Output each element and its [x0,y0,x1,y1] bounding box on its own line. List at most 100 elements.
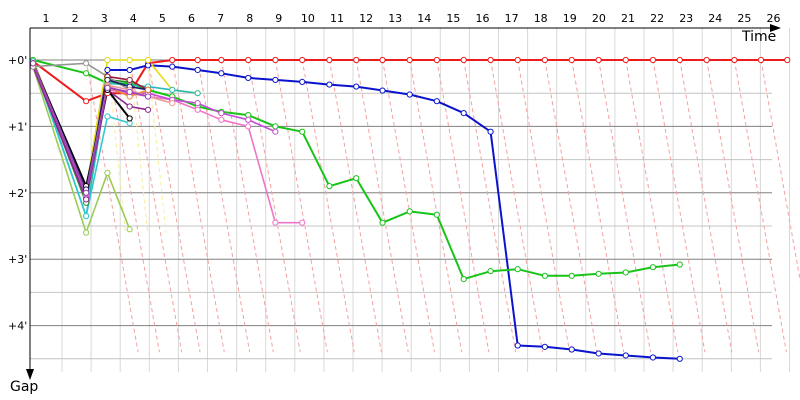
data-point-orange [144,86,152,93]
data-point-yellow [104,56,111,64]
dashed-link [463,59,517,353]
dashed-links [85,59,800,353]
dashed-link [247,59,301,353]
data-point-red [541,56,548,64]
data-point-navy [104,76,111,84]
data-point-blue [676,355,683,362]
data-point-magenta [194,100,201,107]
dashed-link [355,59,409,353]
data-point-red [568,56,575,64]
dashed-link [382,59,436,353]
dashed-link [679,59,733,353]
dashed-link [544,59,598,353]
y-tick-label: +1' [8,120,27,133]
data-point-violet [29,60,37,67]
x-tick-label: 2 [72,12,79,25]
data-point-red [622,56,629,64]
data-point-violet [83,189,90,196]
x-tick-label: 4 [130,12,137,25]
data-point-green [514,266,521,273]
x-tick-label: 7 [217,12,224,25]
dashed-link [328,59,382,353]
x-tick-label: 18 [534,12,548,25]
data-point-red [460,56,467,64]
data-point-blue [460,110,467,117]
x-tick-label: 1 [43,12,50,25]
data-point-magenta [218,110,225,117]
dashed-link [147,59,201,353]
data-point-teal [169,86,176,93]
data-point-black [126,115,133,122]
x-tick-labels: 1 2 3 4 5 6 7 8 9 10 11 12 13 14 15 16 17 18 19 20 21 22 23 24 2… [43,12,781,25]
data-point-green [299,128,306,135]
data-point-green [568,272,575,279]
y-axis-arrow [26,369,34,380]
data-point-violet [104,84,111,91]
data-point-red [326,56,333,64]
y-tick-label: +4' [8,320,27,333]
data-point-magenta [272,128,279,135]
data-point-green [649,264,657,271]
data-point-dark_red [126,76,133,84]
dashed-link [760,59,800,283]
x-tick-label: 3 [101,12,108,25]
data-point-green [353,175,360,182]
data-point-green [595,270,602,277]
data-point-blue [406,91,413,98]
series-line-pink [32,63,303,224]
data-point-blue [272,76,279,84]
data-point-red [487,56,494,64]
data-point-green [406,208,413,215]
data-point-green [676,261,683,268]
data-point-red [169,56,176,64]
data-point-pink [245,123,252,130]
data-point-blue [169,63,176,70]
dashed-link [652,59,706,353]
data-point-green [379,219,386,226]
data-point-red [703,56,710,64]
data-point-blue [299,78,306,86]
x-tick-label: 23 [679,12,693,25]
data-point-blue [487,128,494,135]
data-point-red [83,98,90,105]
x-tick-label: 26 [767,12,781,25]
data-point-red [784,56,791,64]
series-line-gray [32,62,131,91]
data-point-green [326,183,333,190]
data-point-red [514,56,521,64]
dashed-link [598,59,652,353]
data-point-red [218,56,225,64]
x-tick-label: 13 [388,12,402,25]
x-tick-label: 24 [708,12,722,25]
data-point-green [622,269,629,276]
data-point-green [83,70,90,77]
dashed-link [706,59,760,353]
data-point-red [649,56,657,64]
data-point-magenta [245,116,252,123]
data-point-pink [218,116,225,123]
y-tick-label: +2' [8,187,27,200]
data-point-blue [541,343,548,350]
data-point-blue [126,66,133,74]
data-point-pink [299,219,306,226]
dashed-link [171,59,225,353]
grid [30,28,790,372]
data-point-red [595,56,602,64]
data-point-blue [379,87,386,94]
y-axis-label: Gap [10,379,38,395]
data-point-blue [194,66,201,74]
dashed-link [733,59,787,353]
data-point-gray [83,60,90,67]
dashed-link [220,59,274,353]
data-point-blue [353,83,360,90]
data-point-blue [622,352,629,359]
data-point-red [245,56,252,64]
x-tick-label: 9 [275,12,282,25]
series-line-cyan [32,63,130,217]
data-point-red [299,56,306,64]
data-point-olive_green [83,229,90,236]
x-tick-label: 15 [446,12,460,25]
series-line-olive_green [32,66,131,234]
data-point-blue [218,70,225,77]
